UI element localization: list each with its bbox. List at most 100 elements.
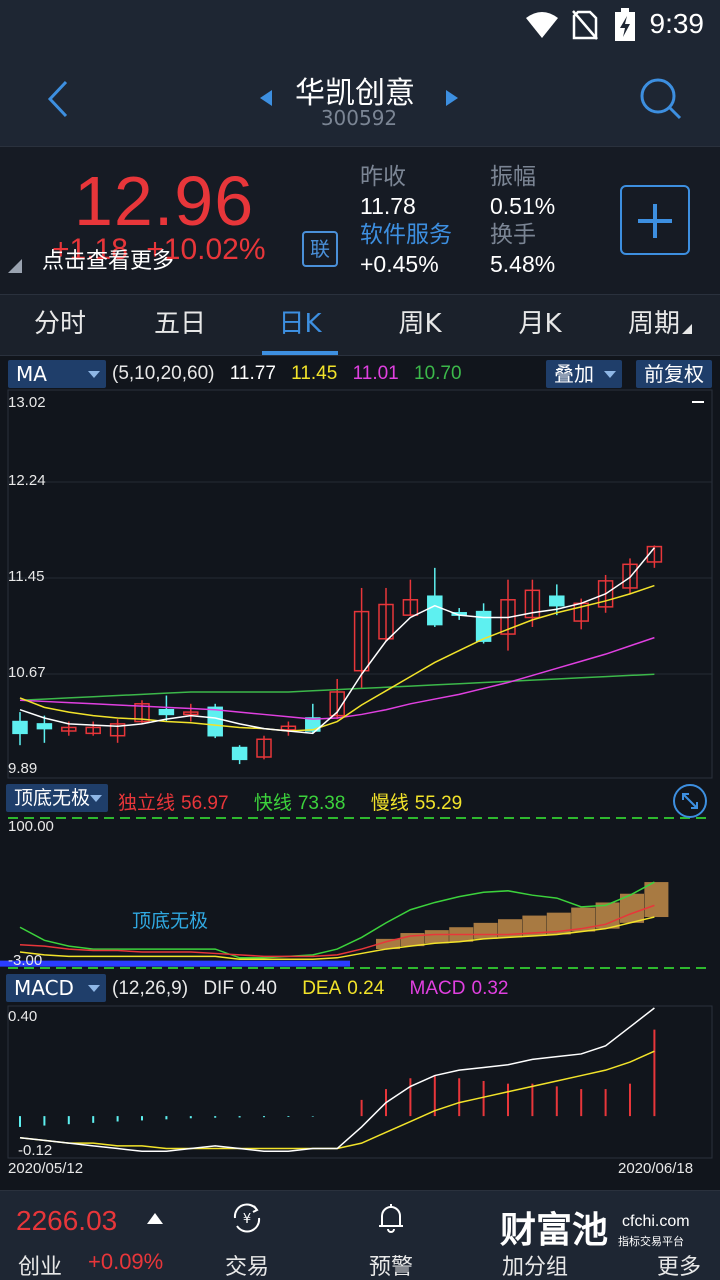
battery-charging-icon — [615, 8, 635, 41]
tab-weekly-k[interactable]: 周K — [398, 309, 442, 339]
nav-add-group[interactable]: 加分组 — [490, 1191, 580, 1280]
add-watchlist-button[interactable] — [620, 185, 690, 255]
watermark-site: cfchi.com — [622, 1213, 690, 1230]
header: 华凯创意 300592 — [0, 52, 720, 146]
macd-y-tick: -0.12 — [18, 1142, 53, 1159]
ma20-line — [19, 636, 655, 720]
x-start-date: 2020/05/12 — [8, 1160, 84, 1177]
macd-selector-label: MACD — [14, 976, 74, 1000]
expand-icon[interactable] — [673, 784, 707, 818]
overlay-selector[interactable]: 叠加 — [546, 360, 622, 388]
ind-bar — [498, 919, 522, 938]
candle-body — [12, 720, 28, 735]
dropdown-icon — [604, 371, 616, 378]
prev-stock-icon[interactable] — [258, 88, 274, 108]
ind-line3: 慢线 55.29 — [370, 793, 463, 814]
macd-y-tick: 0.40 — [8, 1008, 38, 1025]
turnover-value: 5.48% — [490, 251, 556, 277]
ma60-line — [19, 673, 655, 702]
indicator-selector-label: 顶底无极 — [14, 787, 91, 809]
sector-change: +0.45% — [360, 251, 439, 277]
macd-dif-line — [19, 1007, 655, 1152]
quote-col-1: 昨收 11.78 软件服务 +0.45% — [360, 163, 452, 279]
indicator-values: 独立线 56.97 快线 73.38 慢线 55.29 — [118, 788, 482, 815]
overlay-label: 叠加 — [554, 362, 594, 386]
k-y-tick: 9.89 — [8, 760, 38, 777]
ind-line1: 独立线 56.97 — [118, 793, 229, 814]
candle-body — [427, 595, 443, 626]
change-value: +1.18 — [52, 233, 128, 266]
ind-y-tick: -3.00 — [8, 952, 43, 969]
ma5-value: 11.77 — [229, 363, 276, 384]
turnover-label: 换手 — [490, 222, 536, 248]
nav-trade-label: 交易 — [224, 1255, 269, 1280]
k-panel-frame — [7, 389, 713, 779]
tab-monthly-k[interactable]: 月K — [518, 309, 562, 339]
period-tabs: 分时 五日 日K 周K 月K 周期 — [0, 294, 720, 356]
wifi-icon — [526, 12, 558, 38]
tab-five-day[interactable]: 五日 — [153, 309, 206, 339]
back-icon[interactable] — [36, 74, 86, 124]
watermark-main: 财富池 — [500, 1210, 609, 1251]
next-stock-icon[interactable] — [444, 88, 460, 108]
ma-selector-label: MA — [16, 362, 47, 386]
up-arrow-icon — [147, 1213, 163, 1224]
nav-add-group-label: 加分组 — [501, 1255, 568, 1280]
nav-more-label: 更多 — [656, 1255, 701, 1280]
chart-area[interactable]: MA (5,10,20,60) 11.77 11.45 11.01 10.70 … — [0, 356, 720, 1190]
candle-body — [402, 599, 419, 616]
nav-more[interactable]: 更多 — [634, 1191, 720, 1280]
nav-alert-label: 预警 — [368, 1255, 413, 1280]
candle-body — [158, 708, 175, 716]
macd-dea-line — [19, 1050, 655, 1150]
nav-trade[interactable]: ¥ 交易 — [202, 1191, 292, 1280]
amplitude-value: 0.51% — [490, 193, 556, 219]
tab-period[interactable]: 周期 — [600, 295, 720, 355]
adjust-button[interactable]: 前复权 — [636, 360, 712, 388]
dea: DEA 0.24 — [302, 978, 385, 999]
ma60-value: 10.70 — [414, 363, 462, 384]
ind-bar — [376, 938, 400, 950]
candle-body — [597, 580, 614, 608]
ind-bar — [644, 882, 669, 918]
candle-body — [353, 610, 370, 672]
current-price: 12.96 — [74, 162, 255, 240]
ind-bar — [546, 912, 571, 935]
corner-icon — [682, 324, 692, 334]
chart-canvas[interactable] — [0, 356, 720, 1190]
more-tip[interactable]: 点击查看更多 — [8, 243, 174, 275]
macd-params: (12,26,9) — [112, 978, 189, 999]
tab-intraday[interactable]: 分时 — [33, 309, 86, 339]
quote-col-2: 振幅 0.51% 换手 5.48% — [490, 163, 555, 279]
watermark-logo: 财富池 cfchi.com 指标交易平台 — [500, 1201, 700, 1251]
candle-body — [524, 589, 541, 619]
candle-body — [134, 703, 150, 723]
ind-bar — [424, 930, 449, 944]
candle-body — [85, 726, 101, 735]
lian-badge[interactable]: 联 — [302, 231, 338, 267]
ind-bar — [620, 893, 644, 923]
candle-body — [280, 725, 297, 731]
sector-label[interactable]: 软件服务 — [360, 222, 452, 248]
search-icon[interactable] — [636, 74, 684, 122]
candle-body — [549, 595, 565, 607]
change-percent: +10.02% — [146, 233, 266, 266]
index-name: 创业 — [18, 1255, 63, 1280]
bottom-bar: 2266.03 创业 +0.09% ¥ 交易 预警 加分组 更多 财富池 cfc… — [0, 1190, 720, 1280]
candle-body — [305, 717, 321, 732]
tab-daily-k[interactable]: 日K — [262, 295, 338, 355]
corner-icon — [8, 259, 22, 273]
ma-selector[interactable]: MA — [8, 360, 106, 388]
dif: DIF 0.40 — [203, 978, 277, 999]
prev-close-value: 11.78 — [360, 193, 416, 219]
ma-values: (5,10,20,60) 11.77 11.45 11.01 10.70 — [112, 363, 472, 385]
nav-alert[interactable]: 预警 — [346, 1191, 436, 1280]
ma-params: (5,10,20,60) — [112, 363, 215, 384]
indicator-selector[interactable]: 顶底无极 — [6, 784, 108, 812]
macd-selector[interactable]: MACD — [6, 974, 106, 1002]
price-change: +1.18 +10.02% — [52, 233, 276, 267]
yen-exchange-icon: ¥ — [233, 1203, 261, 1233]
candle-body — [61, 726, 77, 732]
index-value[interactable]: 2266.03 — [16, 1205, 118, 1236]
dropdown-icon — [88, 371, 100, 378]
